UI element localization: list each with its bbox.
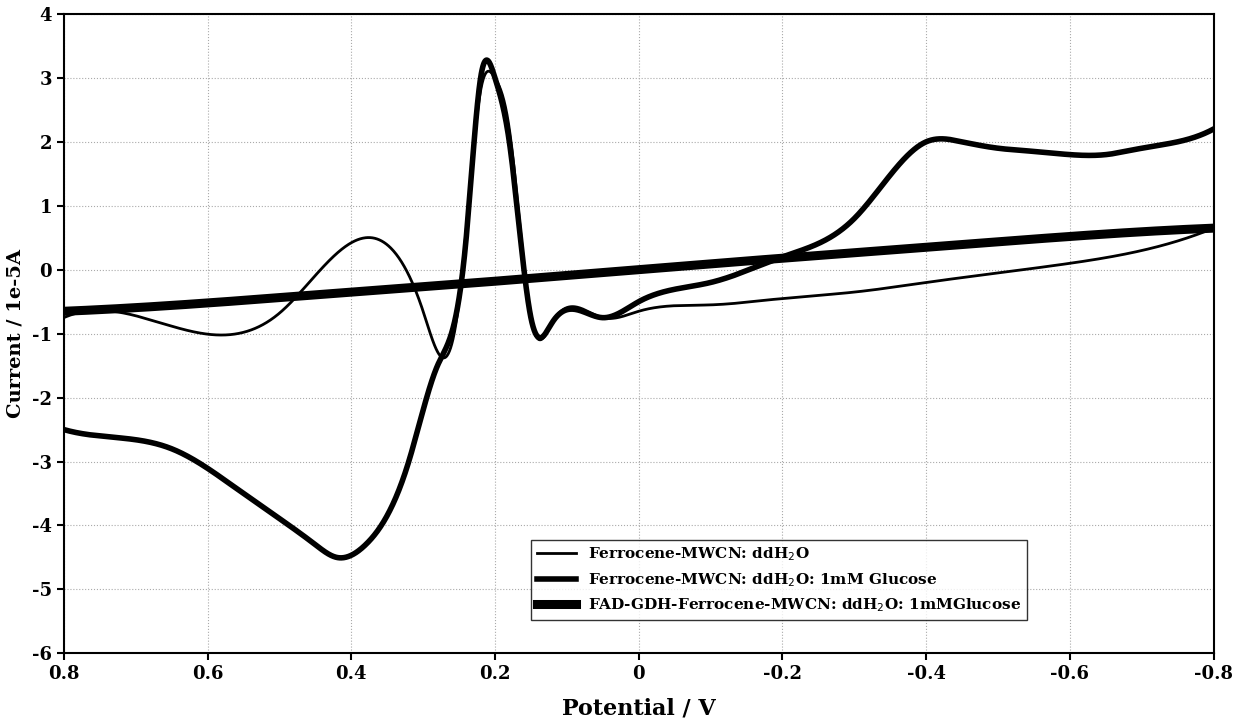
Y-axis label: Current / 1e-5A: Current / 1e-5A xyxy=(7,249,25,418)
X-axis label: Potential / V: Potential / V xyxy=(562,697,715,719)
Legend: Ferrocene-MWCN: ddH$_2$O, Ferrocene-MWCN: ddH$_2$O: 1mM Glucose, FAD-GDH-Ferroce: Ferrocene-MWCN: ddH$_2$O, Ferrocene-MWCN… xyxy=(532,539,1027,620)
